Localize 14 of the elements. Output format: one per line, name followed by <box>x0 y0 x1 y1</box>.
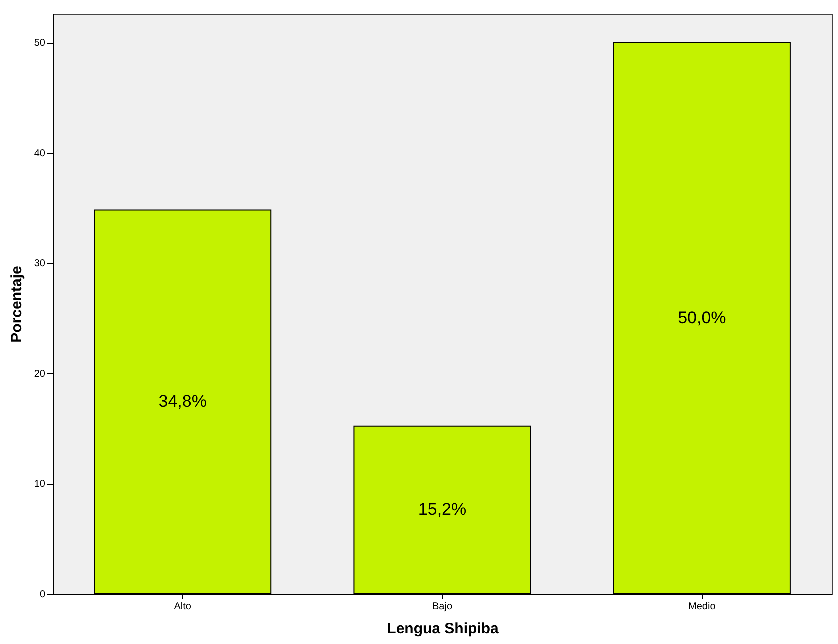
x-tick-label: Alto <box>174 602 192 612</box>
x-tick-label: Medio <box>688 602 716 612</box>
data-label: 15,2% <box>418 500 467 520</box>
data-label: 34,8% <box>158 392 207 412</box>
y-axis-title: Porcentaje <box>8 266 26 343</box>
x-axis-title: Lengua Shipiba <box>387 620 500 638</box>
y-tick-label: 20 <box>34 368 46 380</box>
data-label: 50,0% <box>678 308 726 328</box>
y-tick-label: 0 <box>40 590 46 600</box>
x-tick-label: Bajo <box>432 602 453 612</box>
y-tick-label: 10 <box>34 479 46 490</box>
y-tick-label: 40 <box>34 148 46 160</box>
y-tick-label: 30 <box>34 258 46 270</box>
y-tick-label: 50 <box>34 38 46 50</box>
